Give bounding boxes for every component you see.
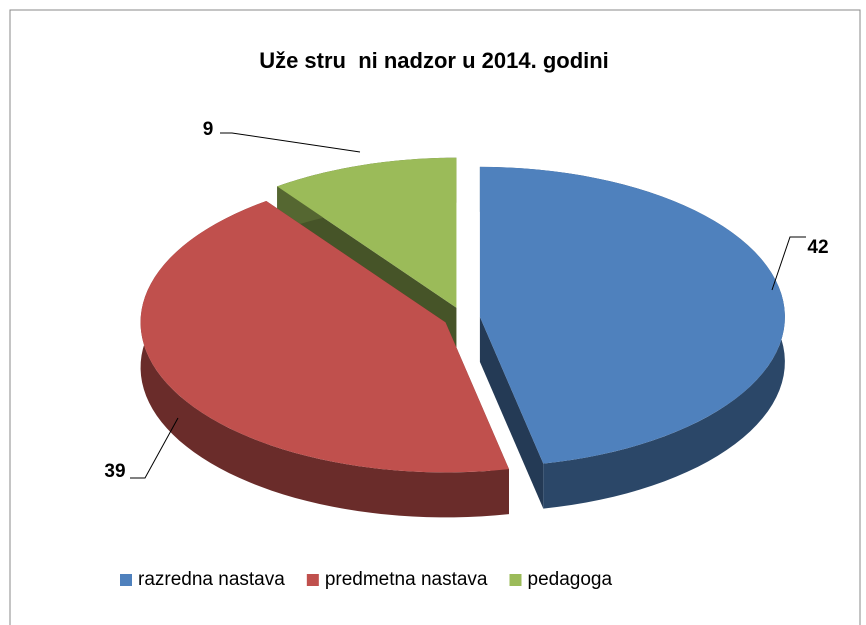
legend-label: pedagoga — [528, 569, 613, 590]
data-label: 42 — [807, 237, 828, 258]
legend-swatch — [306, 574, 319, 586]
legend-swatch — [120, 574, 132, 586]
leader-line — [130, 417, 179, 479]
leader-line — [220, 132, 361, 153]
legend-label: predmetna nastava — [325, 569, 488, 590]
legend-swatch — [509, 574, 522, 586]
data-label: 9 — [203, 119, 214, 140]
leader-line — [771, 236, 806, 291]
slice — [277, 157, 457, 308]
data-label: 39 — [104, 461, 125, 482]
pie: 42 39 9 — [104, 119, 829, 518]
chart-title: Uže stru ni nadzor u 2014. godini — [259, 48, 609, 73]
slice — [479, 166, 785, 464]
slice-side — [140, 201, 509, 518]
legend: razredna nastava predmetna nastava pedagog… — [120, 569, 612, 590]
slice-wall — [479, 316, 544, 509]
legend-label: razredna nastava — [138, 569, 285, 590]
slice — [140, 201, 509, 473]
